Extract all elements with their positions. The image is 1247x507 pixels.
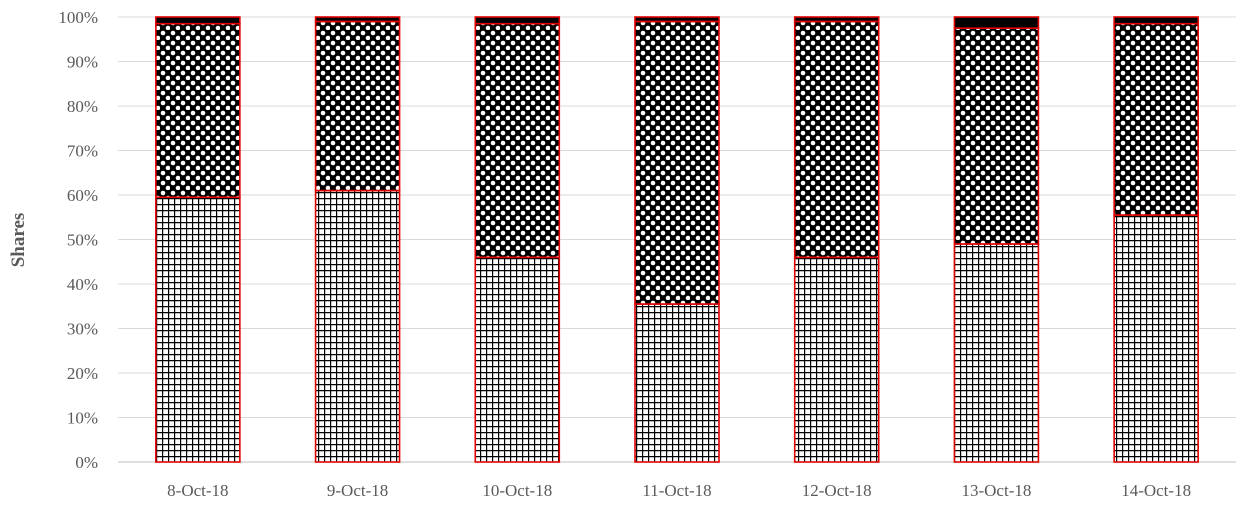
- bar-segment-dots: [155, 22, 241, 199]
- bar-segment-grid: [793, 256, 880, 463]
- bar-segment-dots: [474, 22, 561, 259]
- y-tick-label: 0%: [75, 453, 98, 472]
- bar-segment-grid: [953, 243, 1040, 463]
- x-tick-label: 12-Oct-18: [802, 481, 872, 500]
- bars: [155, 16, 1199, 463]
- y-tick-label: 90%: [67, 53, 98, 72]
- bar-segment-solid: [953, 16, 1040, 29]
- y-tick-label: 80%: [67, 97, 98, 116]
- bar-segment-solid: [793, 16, 880, 23]
- bar-segment-solid: [1113, 16, 1199, 25]
- bar-segment-dots: [953, 27, 1040, 245]
- x-tick-label: 8-Oct-18: [167, 481, 228, 500]
- bar-segment-grid: [1113, 214, 1199, 463]
- y-tick-label: 30%: [67, 320, 98, 339]
- x-axis: 8-Oct-18 9-Oct-18 10-Oct-18 11-Oct-18 12-Oct…: [167, 481, 1191, 500]
- y-axis: 0% 10% 20% 30% 40% 50% 60% 70% 80% 90% 100%: [58, 8, 98, 472]
- bar-segment-grid: [634, 303, 720, 463]
- y-axis-title: Shares: [8, 213, 29, 268]
- x-tick-label: 14-Oct-18: [1121, 481, 1191, 500]
- bar-segment-solid: [314, 16, 401, 23]
- y-tick-label: 20%: [67, 364, 98, 383]
- y-tick-label: 70%: [67, 142, 98, 161]
- bar-segment-solid: [155, 16, 241, 25]
- bar-segment-dots: [634, 20, 720, 305]
- y-tick-label: 60%: [67, 186, 98, 205]
- bar-segment-grid: [155, 196, 241, 463]
- x-tick-label: 13-Oct-18: [961, 481, 1031, 500]
- y-tick-label: 40%: [67, 275, 98, 294]
- bar-segment-dots: [314, 20, 401, 192]
- y-tick-label: 100%: [58, 8, 98, 27]
- y-tick-label: 10%: [67, 409, 98, 428]
- bar-segment-grid: [474, 256, 561, 463]
- y-tick-label: 50%: [67, 231, 98, 250]
- bar-segment-dots: [793, 20, 880, 259]
- bar-segment-solid: [634, 16, 720, 23]
- bar-segment-solid: [474, 16, 561, 25]
- bar-segment-dots: [1113, 22, 1199, 216]
- x-tick-label: 11-Oct-18: [642, 481, 711, 500]
- bar-segment-grid: [314, 189, 401, 463]
- x-tick-label: 9-Oct-18: [327, 481, 388, 500]
- x-tick-label: 10-Oct-18: [482, 481, 552, 500]
